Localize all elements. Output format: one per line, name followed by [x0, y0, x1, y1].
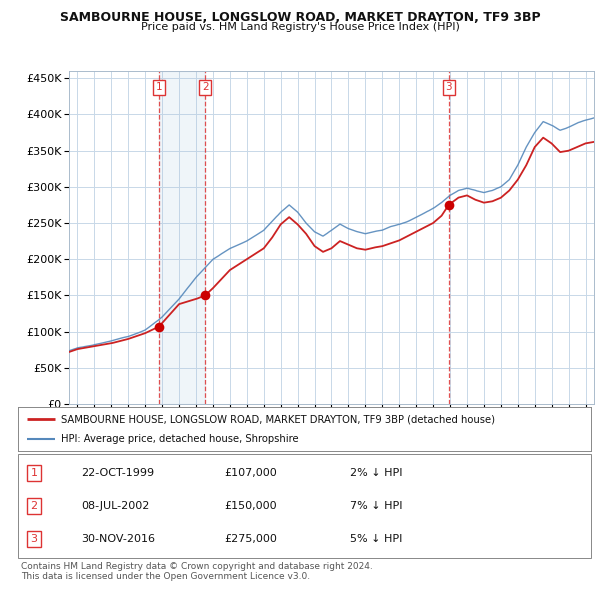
Text: 08-JUL-2002: 08-JUL-2002: [81, 501, 149, 511]
Text: 5% ↓ HPI: 5% ↓ HPI: [350, 534, 403, 544]
Text: SAMBOURNE HOUSE, LONGSLOW ROAD, MARKET DRAYTON, TF9 3BP: SAMBOURNE HOUSE, LONGSLOW ROAD, MARKET D…: [59, 11, 541, 24]
Text: 2: 2: [31, 501, 38, 511]
Text: HPI: Average price, detached house, Shropshire: HPI: Average price, detached house, Shro…: [61, 434, 299, 444]
Text: £275,000: £275,000: [224, 534, 277, 544]
Text: 30-NOV-2016: 30-NOV-2016: [81, 534, 155, 544]
Text: 22-OCT-1999: 22-OCT-1999: [81, 468, 154, 478]
Text: 3: 3: [31, 534, 38, 544]
Text: 1: 1: [31, 468, 38, 478]
Text: 2: 2: [202, 83, 208, 93]
Text: 1: 1: [155, 83, 162, 93]
Text: 3: 3: [445, 83, 452, 93]
Text: £150,000: £150,000: [224, 501, 277, 511]
Text: SAMBOURNE HOUSE, LONGSLOW ROAD, MARKET DRAYTON, TF9 3BP (detached house): SAMBOURNE HOUSE, LONGSLOW ROAD, MARKET D…: [61, 414, 495, 424]
Text: 7% ↓ HPI: 7% ↓ HPI: [350, 501, 403, 511]
Text: Price paid vs. HM Land Registry's House Price Index (HPI): Price paid vs. HM Land Registry's House …: [140, 22, 460, 32]
Text: £107,000: £107,000: [224, 468, 277, 478]
Bar: [159, 71, 205, 404]
Text: 2% ↓ HPI: 2% ↓ HPI: [350, 468, 403, 478]
Text: Contains HM Land Registry data © Crown copyright and database right 2024.
This d: Contains HM Land Registry data © Crown c…: [21, 562, 373, 581]
